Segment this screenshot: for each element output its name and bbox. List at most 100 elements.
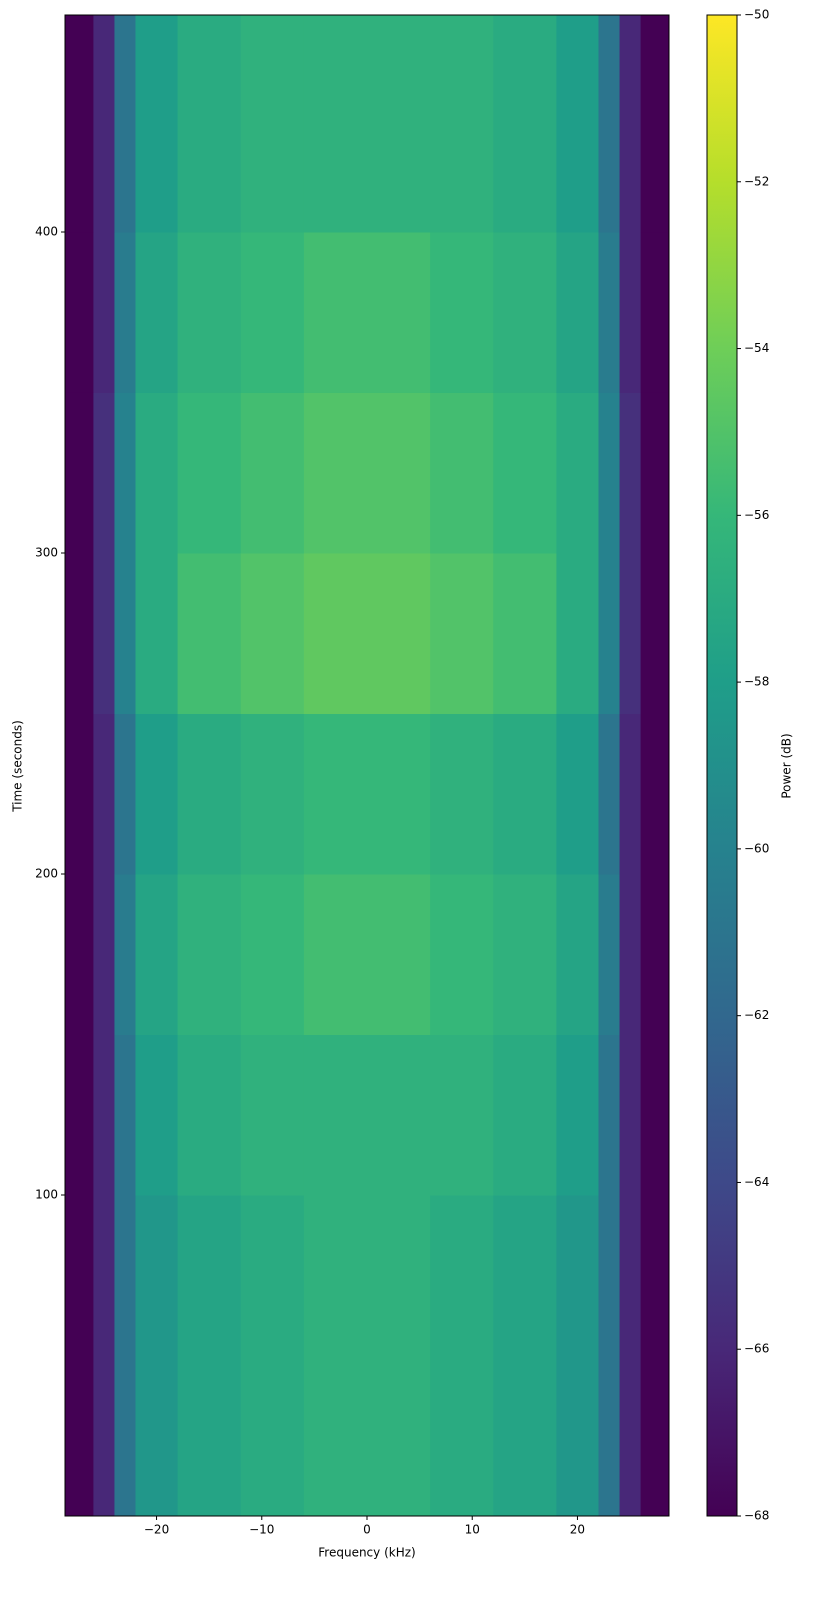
heatmap-cell	[367, 15, 431, 233]
heatmap-cell	[556, 552, 599, 714]
heatmap-cell	[240, 392, 305, 554]
heatmap-cell	[114, 1194, 137, 1356]
colorbar-tick-label: −54	[744, 341, 769, 355]
colorbar-tick-label: −58	[744, 675, 769, 689]
heatmap-cell	[598, 1034, 621, 1196]
heatmap-cell	[177, 231, 242, 393]
heatmap-cell	[240, 873, 305, 1035]
heatmap-cell	[135, 392, 179, 554]
heatmap-cell	[65, 552, 94, 714]
heatmap-cell	[177, 873, 242, 1035]
heatmap-cell	[430, 1034, 494, 1196]
heatmap-cell	[367, 713, 431, 875]
heatmap-cell	[430, 873, 494, 1035]
heatmap-cell	[65, 713, 94, 875]
heatmap-cell	[430, 552, 494, 714]
colorbar-tick-label: −68	[744, 1509, 769, 1523]
heatmap-cell	[303, 392, 368, 554]
heatmap-cell	[556, 231, 599, 393]
heatmap-cell	[177, 15, 242, 233]
heatmap-cell	[135, 15, 179, 233]
heatmap-cell	[114, 552, 137, 714]
x-tick-label: 20	[570, 1523, 585, 1537]
heatmap-cell	[598, 713, 621, 875]
heatmap-cell	[598, 392, 621, 554]
heatmap-cell	[65, 231, 94, 393]
heatmap-cell	[177, 1034, 242, 1196]
heatmap-cell	[493, 1194, 557, 1356]
y-tick-label: 400	[35, 224, 58, 238]
colorbar-tick-label: −50	[744, 8, 769, 22]
heatmap-cell	[114, 231, 137, 393]
heatmap-cell	[240, 1034, 305, 1196]
heatmap-cell	[640, 873, 670, 1035]
heatmap-cell	[598, 15, 621, 233]
heatmap-cell	[598, 873, 621, 1035]
heatmap-cell	[430, 1194, 494, 1356]
heatmap-cell	[367, 1355, 431, 1517]
heatmap-cell	[65, 873, 94, 1035]
heatmap-cell	[93, 713, 115, 875]
colorbar-label: Power (dB)	[780, 733, 794, 798]
heatmap-cell	[640, 1194, 670, 1356]
heatmap-cell	[303, 1355, 368, 1517]
heatmap-cell	[93, 231, 115, 393]
heatmap-cell	[135, 873, 179, 1035]
heatmap-cell	[430, 392, 494, 554]
heatmap-cell	[598, 1355, 621, 1517]
heatmap-cell	[65, 1355, 94, 1517]
heatmap-cell	[65, 1034, 94, 1196]
colorbar-tick-label: −62	[744, 1008, 769, 1022]
heatmap-cell	[93, 392, 115, 554]
heatmap-cell	[114, 1034, 137, 1196]
heatmap-cell	[93, 1355, 115, 1517]
heatmap-cell	[556, 1355, 599, 1517]
heatmap-cell	[556, 392, 599, 554]
heatmap-cell	[65, 15, 94, 233]
heatmap-cell	[598, 552, 621, 714]
heatmap-cell	[556, 1034, 599, 1196]
heatmap-cell	[65, 1194, 94, 1356]
colorbar-tick-label: −52	[744, 174, 769, 188]
x-axis-label: Frequency (kHz)	[318, 1546, 415, 1560]
heatmap-cell	[303, 1034, 368, 1196]
heatmap-cell	[556, 15, 599, 233]
heatmap-cell	[135, 1034, 179, 1196]
heatmap-cell	[493, 15, 557, 233]
heatmap-cell	[135, 1194, 179, 1356]
heatmap-cell	[303, 1194, 368, 1356]
heatmap-cell	[177, 713, 242, 875]
heatmap-cell	[430, 713, 494, 875]
heatmap-cell	[556, 713, 599, 875]
heatmap-cell	[303, 15, 368, 233]
heatmap-cell	[177, 1194, 242, 1356]
heatmap-cell	[114, 15, 137, 233]
heatmap-cell	[556, 873, 599, 1035]
colorbar	[706, 14, 738, 1517]
heatmap-cell	[640, 552, 670, 714]
heatmap-cell	[430, 231, 494, 393]
heatmap-cell	[367, 1194, 431, 1356]
heatmap-cell	[619, 15, 642, 233]
heatmap-cell	[640, 15, 670, 233]
heatmap-cell	[598, 231, 621, 393]
heatmap-cell	[493, 1355, 557, 1517]
heatmap-cell	[367, 231, 431, 393]
heatmap-cell	[619, 713, 642, 875]
heatmap-cell	[556, 1194, 599, 1356]
heatmap-cell	[177, 392, 242, 554]
x-tick-label: −20	[144, 1523, 169, 1537]
heatmap-cell	[135, 1355, 179, 1517]
heatmap-cell	[240, 1194, 305, 1356]
y-axis-label: Time (seconds)	[11, 720, 25, 813]
heatmap-cell	[367, 552, 431, 714]
heatmap-cell	[640, 1034, 670, 1196]
y-tick-label: 300	[35, 545, 58, 559]
colorbar-tick-label: −66	[744, 1342, 769, 1356]
heatmap-cell	[367, 1034, 431, 1196]
heatmap-cell	[240, 231, 305, 393]
colorbar-tick-label: −60	[744, 841, 769, 855]
heatmap-cell	[493, 873, 557, 1035]
heatmap-cell	[619, 1194, 642, 1356]
heatmap-cell	[135, 552, 179, 714]
